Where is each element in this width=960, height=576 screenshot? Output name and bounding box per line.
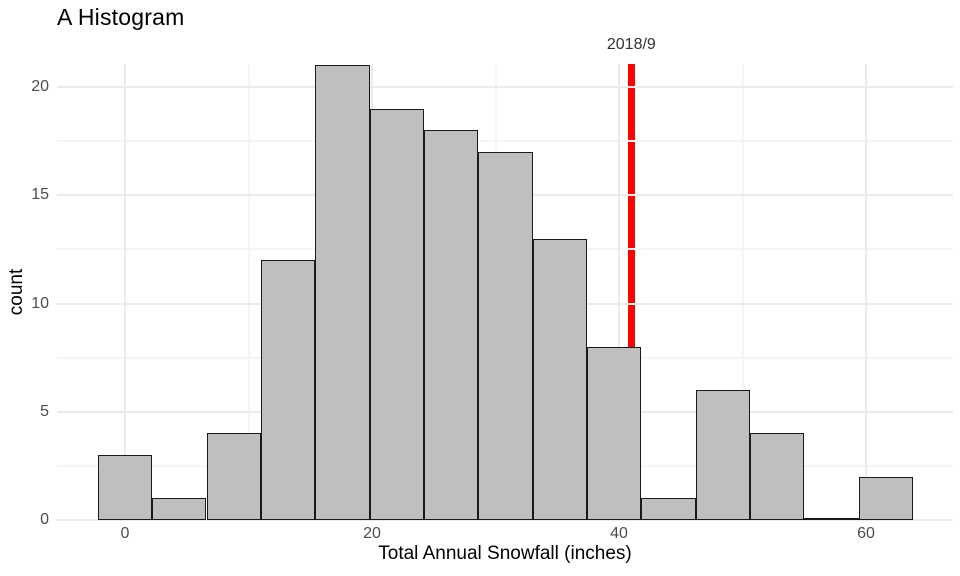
histogram-bar xyxy=(478,151,533,520)
x-tick-label: 40 xyxy=(610,525,628,542)
gridline-x-major xyxy=(124,64,126,520)
reference-line xyxy=(627,64,635,520)
y-tick-label: 0 xyxy=(40,511,49,528)
gridline-x-minor xyxy=(247,64,250,520)
histogram-bar xyxy=(532,238,587,520)
y-tick-label: 5 xyxy=(40,402,49,420)
histogram-bar xyxy=(858,476,913,520)
x-axis-title: Total Annual Snowfall (inches) xyxy=(378,543,632,564)
histogram-bar xyxy=(423,130,479,520)
histogram-bar xyxy=(586,346,642,520)
x-tick-label: 0 xyxy=(120,525,130,542)
histogram-bar xyxy=(641,498,696,520)
gridline-y-major xyxy=(57,86,953,88)
gridline-y-minor xyxy=(57,140,953,143)
histogram-bar xyxy=(315,65,370,520)
y-tick-label: 20 xyxy=(31,78,49,95)
gridline-y-major xyxy=(57,519,953,521)
y-tick-label: 15 xyxy=(31,186,49,204)
reference-line-label: 2018/9 xyxy=(606,36,656,53)
x-tick-label: 20 xyxy=(363,525,381,542)
histogram-bar xyxy=(749,433,805,520)
histogram-bar xyxy=(260,260,316,520)
histogram-bar xyxy=(152,498,207,520)
histogram-bar xyxy=(369,108,424,520)
gridline-x-major xyxy=(618,64,620,520)
gridline-x-major xyxy=(865,64,867,520)
y-tick-label: 10 xyxy=(31,294,49,312)
chart-title: A Histogram xyxy=(57,4,185,30)
histogram-bar xyxy=(695,390,750,520)
histogram-bar xyxy=(206,433,261,520)
histogram-bar-zero xyxy=(804,518,859,520)
gridline-x-minor xyxy=(741,64,744,520)
x-tick-label: 60 xyxy=(857,525,875,542)
histogram-bar xyxy=(97,455,153,520)
